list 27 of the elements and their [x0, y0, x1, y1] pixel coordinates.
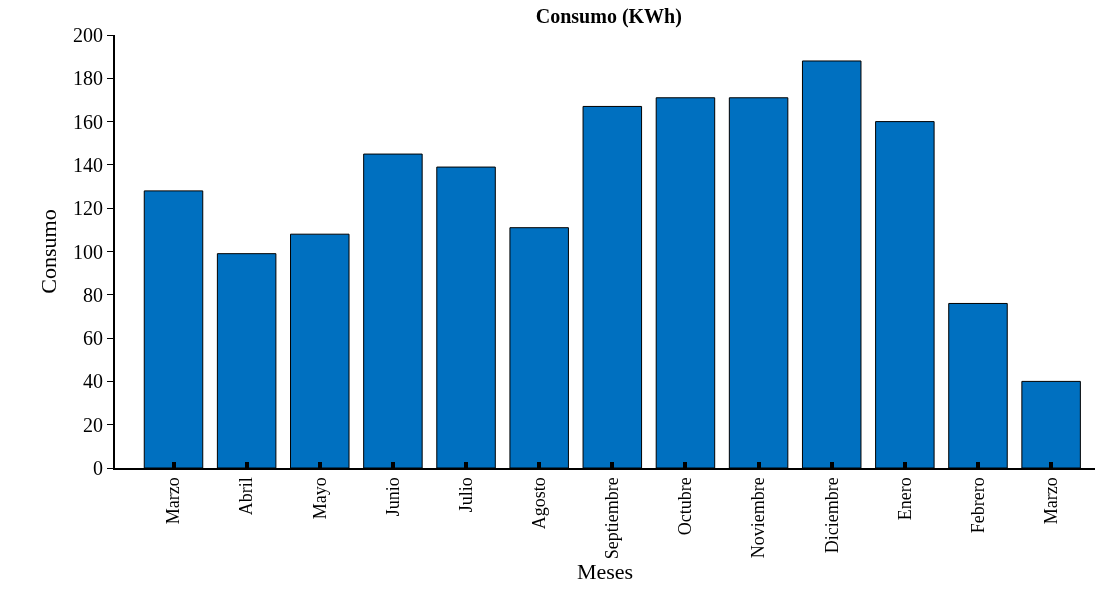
x-tick-label: Mayo [309, 477, 330, 520]
y-tick-label: 0 [93, 457, 103, 479]
x-tick-label: Septiembre [602, 477, 623, 560]
y-tick-label: 180 [73, 67, 103, 90]
x-tick-label: Diciembre [821, 477, 842, 554]
y-tick-label: 40 [83, 370, 103, 393]
x-tick-label: Junio [382, 477, 403, 517]
y-tick-label: 100 [73, 240, 103, 263]
x-tick-label: Marzo [1040, 477, 1061, 525]
y-tick-label: 20 [83, 413, 103, 436]
x-tick-label: Agosto [529, 477, 550, 530]
x-tick-label: Enero [894, 477, 915, 521]
x-tick-label: Julio [455, 477, 476, 513]
y-tick-label: 160 [73, 110, 103, 133]
y-axis-title: Consumo [36, 209, 62, 294]
x-tick-label: Octubre [675, 477, 696, 536]
x-tick-label: Febrero [967, 477, 988, 534]
x-tick-label: Noviembre [748, 477, 769, 559]
x-tick-label: Abril [236, 477, 257, 516]
y-tick-label: 80 [83, 283, 103, 306]
x-axis-title: Meses [576, 559, 634, 585]
y-tick-label: 60 [83, 327, 103, 350]
y-tick-label: 200 [73, 24, 103, 46]
chart-title: Consumo (KWh) [535, 4, 682, 28]
y-tick-label: 140 [73, 153, 103, 176]
y-tick-label: 120 [73, 197, 103, 220]
x-tick-label: Marzo [163, 477, 184, 525]
